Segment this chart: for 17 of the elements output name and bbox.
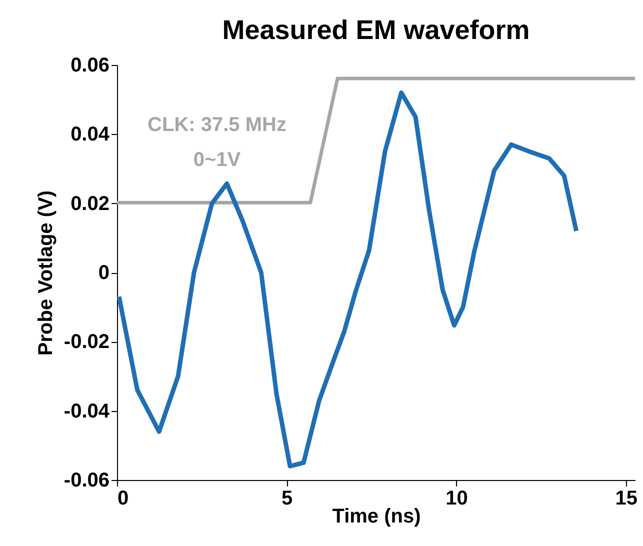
annotation: CLK: 37.5 MHz xyxy=(148,114,286,136)
y-tick-label: -0.04 xyxy=(64,400,110,422)
y-axis-title: Probe Votlage (V) xyxy=(34,190,57,356)
y-tick-label: 0.04 xyxy=(70,124,110,146)
y-tick-label: 0.02 xyxy=(70,192,110,215)
y-tick-label: 0 xyxy=(98,262,110,284)
annotation: 0~1V xyxy=(193,149,242,171)
line-series xyxy=(117,90,579,468)
x-tick-label: 0 xyxy=(118,488,129,510)
chart-title: Measured EM waveform xyxy=(222,15,530,45)
y-tick-label: 0.06 xyxy=(70,54,110,76)
x-tick-label: 5 xyxy=(282,488,293,510)
x-tick-label: 10 xyxy=(446,488,468,510)
x-tick-label: 15 xyxy=(615,488,638,510)
y-tick-label: -0.02 xyxy=(64,331,110,354)
x-axis-title: Time (ns) xyxy=(332,506,421,528)
y-tick-label: -0.06 xyxy=(64,470,110,492)
